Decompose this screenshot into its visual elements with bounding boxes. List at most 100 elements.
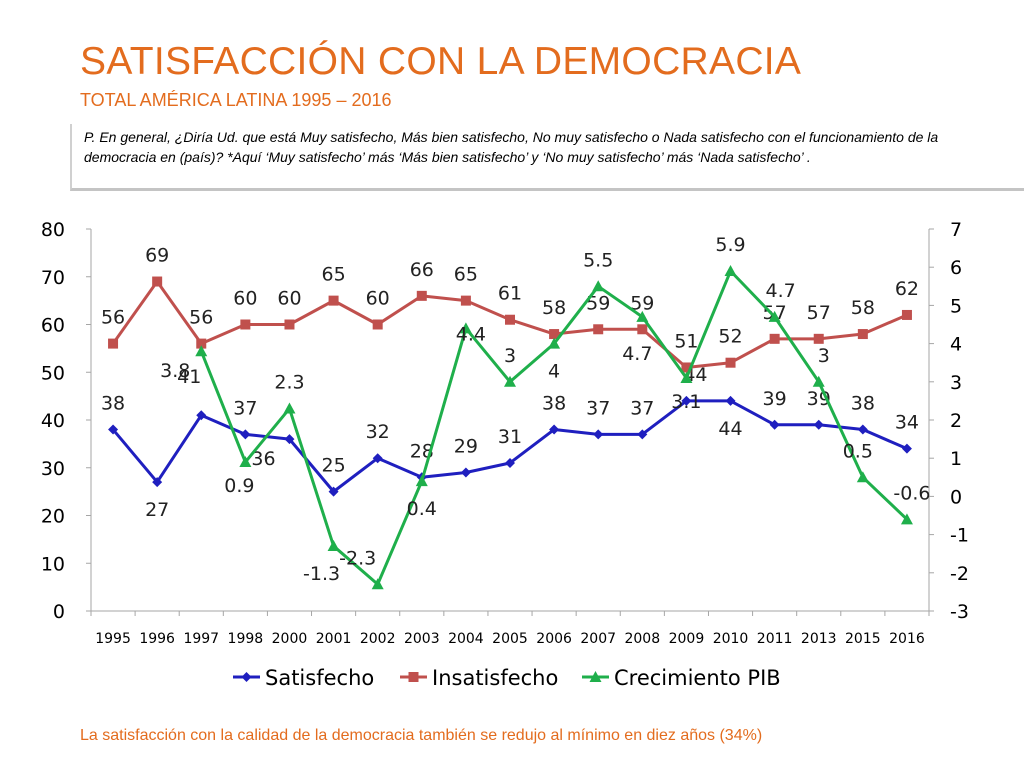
data-label-insatisfecho: 60 [233,288,257,310]
data-label-insatisfecho: 52 [718,326,742,348]
legend-marker-satisfecho [241,672,252,682]
page-title: SATISFACCIÓN CON LA DEMOCRACIA [80,40,802,83]
data-label-crecimiento-pib: 3 [504,345,516,367]
page-subtitle: TOTAL AMÉRICA LATINA 1995 – 2016 [80,90,392,110]
data-point-insatisfecho [284,319,295,330]
y-right-tick-label: 1 [950,448,962,470]
data-label-crecimiento-pib: 0.4 [407,498,437,520]
data-label-satisfecho: 38 [101,393,125,415]
y-right-tick-label: -2 [950,563,969,585]
x-tick-label: 2006 [536,631,572,647]
data-point-satisfecho [681,395,692,406]
data-label-crecimiento-pib: -2.3 [339,547,376,569]
y-left-tick-label: 60 [41,315,65,337]
data-point-crecimiento-pib [371,578,384,590]
y-right-tick-label: 6 [950,257,962,279]
question-box: P. En general, ¿Diría Ud. que está Muy s… [70,124,1024,191]
data-label-satisfecho: 38 [542,393,566,415]
data-label-crecimiento-pib: 4.4 [456,323,486,345]
x-tick-label: 2013 [801,631,837,647]
x-tick-label: 2015 [845,631,881,647]
data-point-crecimiento-pib [636,310,649,322]
data-point-satisfecho [284,434,295,445]
data-point-satisfecho [460,467,471,478]
data-label-crecimiento-pib: 3 [818,345,830,367]
data-label-insatisfecho: 60 [277,288,301,310]
data-point-insatisfecho [152,276,163,287]
data-point-satisfecho [372,453,383,464]
data-label-insatisfecho: 57 [807,302,831,324]
data-label-satisfecho: 39 [763,388,787,410]
data-label-satisfecho: 37 [586,397,610,419]
data-point-satisfecho [549,424,560,435]
y-right-tick-label: -1 [950,525,969,547]
data-label-insatisfecho: 65 [321,264,345,286]
data-point-crecimiento-pib [283,402,296,414]
data-label-satisfecho: 38 [851,393,875,415]
data-point-crecimiento-pib [459,322,472,334]
data-label-crecimiento-pib: 4.7 [622,343,652,365]
data-label-satisfecho: 37 [630,397,654,419]
y-left-tick-label: 0 [53,601,65,623]
data-label-crecimiento-pib: -1.3 [303,563,340,585]
data-point-insatisfecho [505,314,515,325]
data-point-satisfecho [637,429,648,440]
y-left-tick-label: 70 [41,267,65,289]
data-point-satisfecho [769,419,780,430]
data-label-crecimiento-pib: 0.9 [224,475,254,497]
data-label-crecimiento-pib: 3.8 [160,360,190,382]
data-label-insatisfecho: 66 [410,259,434,281]
data-point-insatisfecho [372,319,383,330]
data-label-insatisfecho: 59 [586,292,610,314]
y-left-tick-label: 80 [41,219,65,241]
data-point-crecimiento-pib [768,310,781,322]
x-tick-label: 2005 [492,631,528,647]
x-tick-label: 1998 [228,631,264,647]
legend-label-insatisfecho: Insatisfecho [432,666,558,690]
data-label-insatisfecho: 58 [542,297,566,319]
data-label-crecimiento-pib: 0.5 [843,440,873,462]
data-label-satisfecho: 34 [895,412,919,434]
data-label-crecimiento-pib: 5.5 [583,249,613,271]
legend-marker-crecimiento-pib [589,671,602,682]
data-label-insatisfecho: 59 [630,292,654,314]
data-point-insatisfecho [637,324,648,335]
data-point-crecimiento-pib [327,540,340,552]
data-point-insatisfecho [857,329,868,340]
data-label-insatisfecho: 56 [189,307,213,329]
data-point-crecimiento-pib [680,371,693,383]
data-point-insatisfecho [460,295,471,306]
data-point-crecimiento-pib [415,475,428,487]
data-point-satisfecho [593,429,604,440]
data-point-insatisfecho [901,309,912,320]
y-right-tick-label: -3 [950,601,969,623]
data-point-insatisfecho [549,329,560,340]
x-tick-label: 1995 [95,631,131,647]
x-tick-label: 2011 [757,631,793,647]
data-label-insatisfecho: 51 [674,330,698,352]
data-point-crecimiento-pib [239,456,252,468]
y-right-tick-label: 3 [950,372,962,394]
x-tick-label: 2010 [713,631,749,647]
y-left-tick-label: 50 [41,362,65,384]
y-right-tick-label: 5 [950,295,962,317]
data-point-insatisfecho [769,333,780,344]
data-point-insatisfecho [196,338,207,349]
x-tick-label: 2009 [669,631,705,647]
data-label-satisfecho: 36 [251,448,275,470]
question-text: P. En general, ¿Diría Ud. que está Muy s… [84,129,939,165]
footer-note: La satisfacción con la calidad de la dem… [80,727,763,744]
data-point-crecimiento-pib [724,265,737,277]
x-tick-label: 2016 [889,631,925,647]
data-label-satisfecho: 41 [177,366,201,388]
data-point-insatisfecho [240,319,251,330]
data-label-insatisfecho: 65 [454,264,478,286]
data-label-satisfecho: 31 [498,426,522,448]
data-point-insatisfecho [416,290,427,301]
y-left-tick-label: 20 [41,506,65,528]
x-tick-label: 1997 [183,631,219,647]
data-point-insatisfecho [681,362,692,373]
data-point-crecimiento-pib [195,345,208,357]
x-tick-label: 2007 [580,631,616,647]
